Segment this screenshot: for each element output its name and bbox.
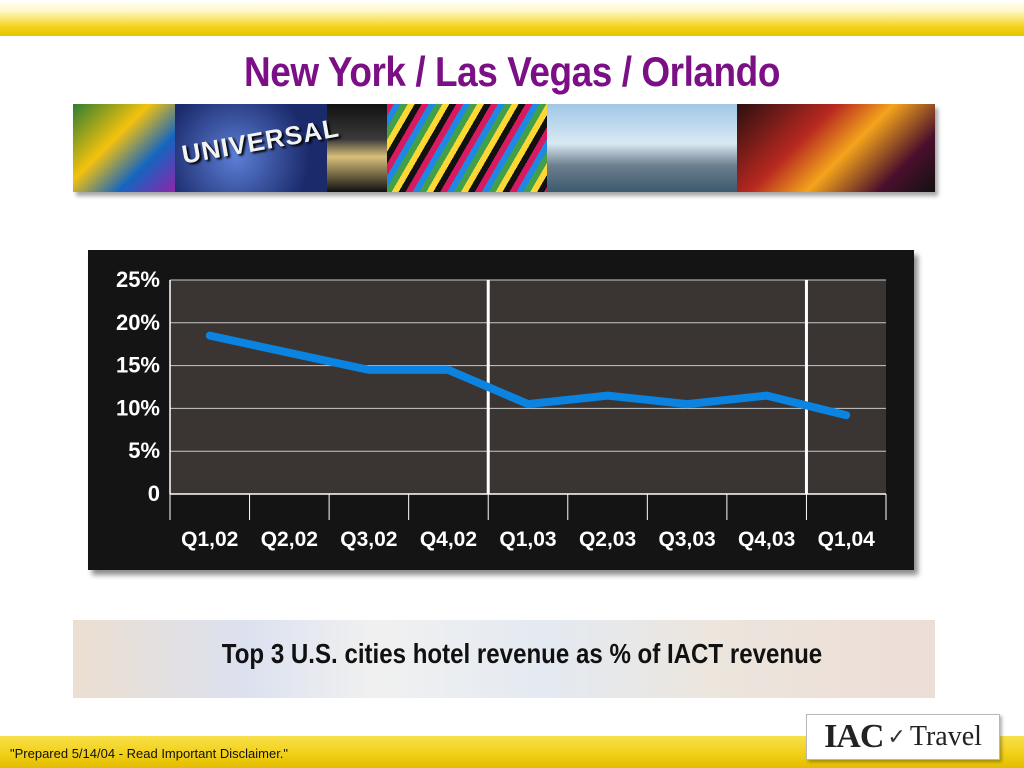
- y-tick-label: 15%: [116, 353, 160, 378]
- y-tick-label: 20%: [116, 310, 160, 335]
- data-point: [605, 393, 610, 398]
- x-tick-label: Q2,02: [261, 528, 318, 551]
- photo-universal-globe: UNIVERSAL: [175, 104, 342, 192]
- logo-travel-text: Travel: [909, 721, 982, 752]
- data-point: [526, 402, 530, 407]
- top-banner: [0, 0, 1024, 36]
- photo-neon-lights: [387, 104, 547, 192]
- data-point: [207, 333, 212, 338]
- x-tick-label: Q4,03: [738, 528, 795, 551]
- x-tick-label: Q3,03: [659, 528, 716, 551]
- universal-logo-text: UNIVERSAL: [179, 112, 342, 170]
- chart-panel: 0 5% 10% 15% 20% 25% Q1,02 Q2,02 Q3,02 Q4,02 Q1,03…: [88, 250, 914, 570]
- disclaimer-note: "Prepared 5/14/04 - Read Important Discl…: [10, 746, 289, 761]
- photo-bridge-skyline: [547, 104, 737, 192]
- y-tick-label: 25%: [116, 267, 160, 292]
- data-point: [446, 367, 451, 372]
- x-tick-label: Q3,02: [340, 528, 397, 551]
- logo-tick-icon: ✓: [887, 724, 906, 749]
- x-tick-label: Q1,03: [499, 528, 556, 551]
- data-point: [366, 367, 371, 372]
- line-chart: 0 5% 10% 15% 20% 25% Q1,02 Q2,02 Q3,02 Q4,02 Q1,03…: [116, 267, 887, 551]
- photo-rollercoaster: [73, 104, 175, 192]
- x-tick-label: Q1,02: [181, 528, 238, 551]
- y-tick-label: 10%: [116, 395, 160, 420]
- data-point: [764, 393, 769, 398]
- plot-area: [170, 280, 886, 494]
- chart-caption: Top 3 U.S. cities hotel revenue as % of …: [221, 638, 823, 669]
- x-tick-label: Q4,02: [420, 528, 477, 551]
- data-point: [287, 350, 292, 355]
- x-tick-label: Q2,03: [579, 528, 636, 551]
- data-point: [685, 402, 690, 407]
- data-point: [844, 413, 849, 418]
- photo-las-vegas-strip: [737, 104, 935, 192]
- photo-strip: UNIVERSAL: [73, 104, 935, 192]
- y-tick-label: 0: [148, 481, 160, 506]
- x-tick-label: Q1,04: [818, 528, 876, 551]
- photo-chrysler-building: [327, 104, 387, 192]
- logo-iac-text: IAC: [824, 718, 884, 755]
- iac-travel-logo: IAC ✓ Travel: [806, 714, 1000, 760]
- y-tick-label: 5%: [128, 438, 160, 463]
- caption-photo-strip: [73, 620, 935, 698]
- slide-title: New York / Las Vegas / Orlando: [244, 48, 780, 95]
